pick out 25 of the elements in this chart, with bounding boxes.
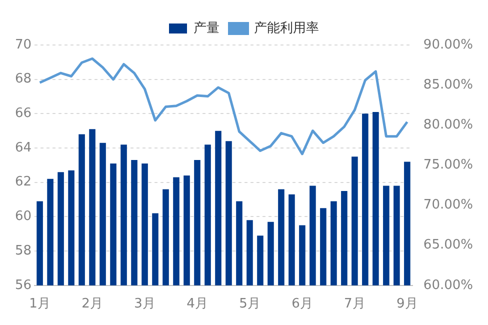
- y-tick-label: 68: [14, 72, 32, 87]
- y2-tick-label: 75.00%: [423, 158, 474, 173]
- legend-label: 产能利用率: [254, 20, 319, 36]
- legend-label: 产量: [194, 20, 220, 36]
- y2-tick-label: 80.00%: [423, 118, 474, 133]
- y-tick-label: 66: [14, 106, 32, 122]
- y-tick-label: 70: [14, 37, 32, 52]
- x-tick-label: 4月: [186, 296, 208, 312]
- x-tick-label: 7月: [344, 296, 366, 312]
- y2-tick-label: 65.00%: [423, 238, 474, 253]
- y2-tick-label: 90.00%: [423, 37, 474, 52]
- x-tick-label: 1月: [29, 296, 50, 312]
- y-tick-label: 60: [14, 209, 32, 224]
- x-tick-label: 9月: [396, 296, 418, 312]
- y2-tick-label: 70.00%: [423, 198, 474, 213]
- y2-tick-label: 85.00%: [423, 77, 474, 92]
- x-tick-label: 6月: [292, 296, 313, 312]
- x-tick-label: 2月: [82, 296, 103, 312]
- y-tick-label: 62: [14, 174, 32, 190]
- y2-tick-label: 60.00%: [423, 278, 474, 293]
- x-tick-label: 3月: [134, 296, 156, 312]
- x-tick-label: 5月: [239, 296, 260, 312]
- y-tick-label: 64: [14, 140, 32, 156]
- y-tick-label: 56: [14, 278, 32, 293]
- y-tick-label: 58: [14, 243, 32, 258]
